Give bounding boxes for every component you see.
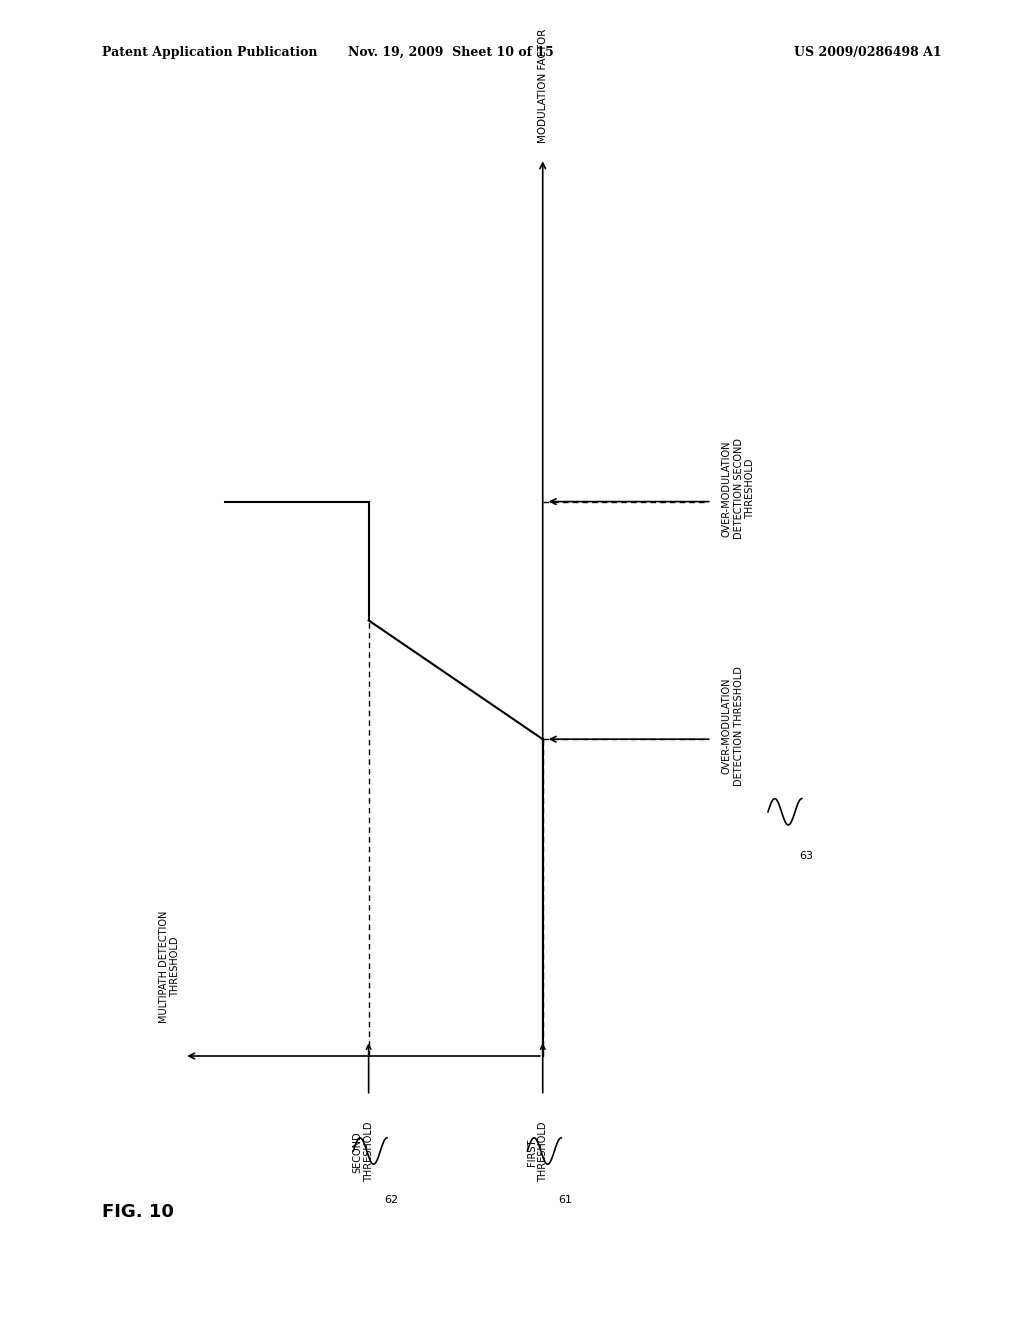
Text: Nov. 19, 2009  Sheet 10 of 15: Nov. 19, 2009 Sheet 10 of 15 bbox=[348, 46, 553, 59]
Text: MULTIPATH DETECTION
THRESHOLD: MULTIPATH DETECTION THRESHOLD bbox=[159, 911, 180, 1023]
Text: FIG. 10: FIG. 10 bbox=[102, 1203, 174, 1221]
Text: 61: 61 bbox=[558, 1195, 572, 1205]
Text: SECOND
THRESHOLD: SECOND THRESHOLD bbox=[352, 1122, 375, 1183]
Text: OVER-MODULATION
DETECTION THRESHOLD: OVER-MODULATION DETECTION THRESHOLD bbox=[722, 667, 743, 785]
Text: 63: 63 bbox=[799, 851, 813, 862]
Text: FIRST
THRESHOLD: FIRST THRESHOLD bbox=[526, 1122, 549, 1183]
Text: 62: 62 bbox=[384, 1195, 398, 1205]
Text: OVER-MODULATION
DETECTION SECOND
THRESHOLD: OVER-MODULATION DETECTION SECOND THRESHO… bbox=[722, 438, 755, 539]
Text: Patent Application Publication: Patent Application Publication bbox=[102, 46, 317, 59]
Text: MODULATION FACTOR: MODULATION FACTOR bbox=[538, 28, 548, 143]
Text: US 2009/0286498 A1: US 2009/0286498 A1 bbox=[795, 46, 942, 59]
